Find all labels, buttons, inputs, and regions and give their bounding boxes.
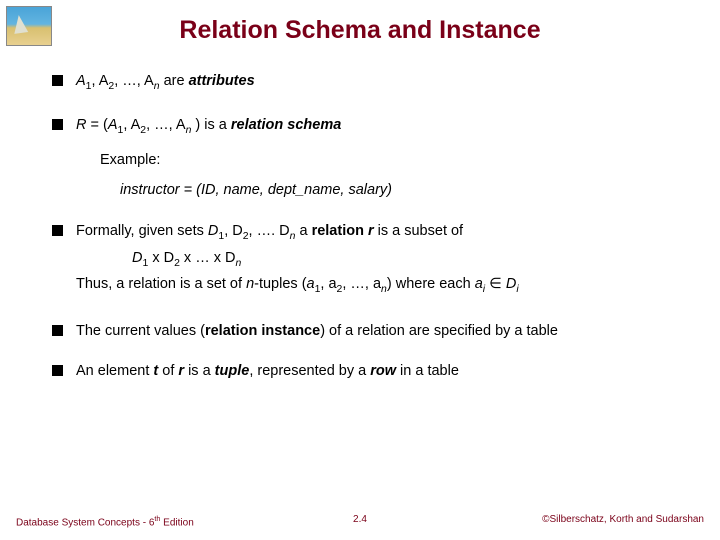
bullet-relation-schema: R = (A1, A2, …, An ) is a relation schem… — [52, 115, 690, 201]
cartesian-line: D1 x D2 x … x Dn — [132, 248, 690, 272]
example-text: instructor = (ID, name, dept_name, salar… — [120, 180, 690, 200]
example-label: Example: — [100, 150, 690, 170]
text: , …, A — [114, 73, 154, 89]
footer: Database System Concepts - 6th Edition 2… — [0, 514, 720, 528]
text: is a subset of — [374, 223, 463, 239]
text: D — [208, 223, 218, 239]
footer-right: ©Silberschatz, Korth and Sudarshan — [542, 514, 704, 528]
text: A — [76, 73, 86, 89]
logo-image — [6, 6, 52, 46]
bullet-formally: Formally, given sets D1, D2, …. Dn a rel… — [52, 221, 690, 298]
text: Formally, given sets — [76, 223, 208, 239]
text: , A — [123, 117, 140, 133]
slide-content: A1, A2, …, An are attributes R = (A1, A2… — [30, 71, 690, 382]
text: attributes — [189, 73, 255, 89]
bullet-relation-instance: The current values (relation instance) o… — [52, 321, 690, 341]
slide: Relation Schema and Instance A1, A2, …, … — [0, 0, 720, 540]
text: = ( — [86, 117, 107, 133]
text: , A — [91, 73, 108, 89]
text: , D — [224, 223, 243, 239]
text: row — [370, 363, 396, 379]
text: ) is a — [191, 117, 230, 133]
text: , represented by a — [249, 363, 370, 379]
text: of — [158, 363, 178, 379]
text: relation instance — [205, 323, 320, 339]
text: is a — [184, 363, 215, 379]
text: R — [76, 117, 86, 133]
text: are — [160, 73, 189, 89]
text: An element — [76, 363, 153, 379]
bullet-tuple: An element t of r is a tuple, represente… — [52, 361, 690, 381]
text: A — [108, 117, 118, 133]
footer-center: 2.4 — [353, 514, 367, 525]
text: tuple — [215, 363, 250, 379]
bullet-attributes: A1, A2, …, An are attributes — [52, 71, 690, 95]
text: a — [295, 223, 311, 239]
footer-left: Database System Concepts - 6th Edition — [16, 514, 194, 528]
text: relation — [312, 223, 364, 239]
text: in a table — [396, 363, 459, 379]
tuple-line: Thus, a relation is a set of n-tuples (a… — [76, 274, 690, 298]
text: ) of a relation are specified by a table — [320, 323, 558, 339]
text: relation schema — [231, 117, 341, 133]
text: The current values ( — [76, 323, 205, 339]
text: , …, A — [146, 117, 186, 133]
slide-title: Relation Schema and Instance — [30, 16, 690, 45]
text: , …. D — [249, 223, 290, 239]
